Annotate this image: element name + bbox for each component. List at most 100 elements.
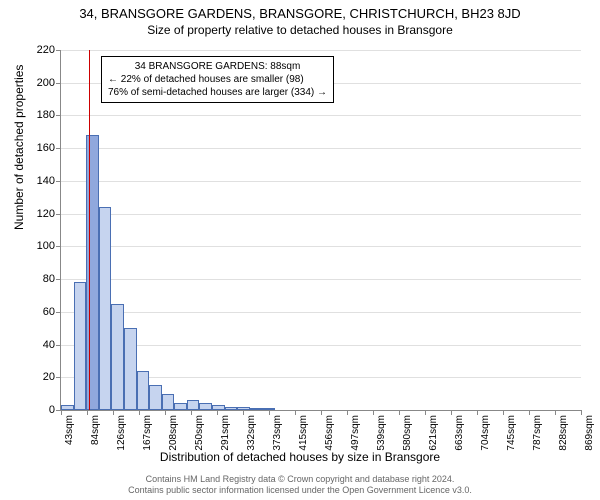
y-tick-label: 140 xyxy=(25,175,55,187)
y-tick-label: 20 xyxy=(25,371,55,383)
y-tick xyxy=(56,214,61,215)
histogram-bar xyxy=(212,405,225,410)
x-tick xyxy=(191,410,192,415)
x-tick-label: 208sqm xyxy=(168,415,179,451)
grid-line xyxy=(61,214,581,215)
x-tick-label: 580sqm xyxy=(402,415,413,451)
x-tick-label: 704sqm xyxy=(480,415,491,451)
x-tick xyxy=(321,410,322,415)
x-tick-label: 126sqm xyxy=(116,415,127,451)
y-tick-label: 0 xyxy=(25,404,55,416)
histogram-bar xyxy=(124,328,137,410)
x-tick-label: 787sqm xyxy=(532,415,543,451)
y-tick-label: 160 xyxy=(25,142,55,154)
x-tick xyxy=(399,410,400,415)
y-tick xyxy=(56,345,61,346)
y-tick xyxy=(56,148,61,149)
histogram-bar xyxy=(111,304,124,410)
footer: Contains HM Land Registry data © Crown c… xyxy=(0,474,600,496)
histogram-bar xyxy=(262,408,275,410)
y-tick xyxy=(56,312,61,313)
plot: 02040608010012014016018020022043sqm84sqm… xyxy=(60,50,581,411)
y-tick-label: 200 xyxy=(25,77,55,89)
x-tick xyxy=(555,410,556,415)
y-tick-label: 40 xyxy=(25,339,55,351)
x-tick xyxy=(87,410,88,415)
x-tick xyxy=(425,410,426,415)
histogram-bar xyxy=(250,408,263,410)
y-tick xyxy=(56,279,61,280)
y-tick xyxy=(56,377,61,378)
annotation-line: 34 BRANSGORE GARDENS: 88sqm xyxy=(108,60,327,73)
histogram-bar xyxy=(225,407,238,410)
x-tick-label: 663sqm xyxy=(454,415,465,451)
y-tick xyxy=(56,181,61,182)
histogram-bar xyxy=(199,403,212,410)
x-tick-label: 497sqm xyxy=(350,415,361,451)
x-tick xyxy=(295,410,296,415)
y-tick xyxy=(56,50,61,51)
footer-line2: Contains public sector information licen… xyxy=(0,485,600,496)
grid-line xyxy=(61,148,581,149)
annotation-line: ← 22% of detached houses are smaller (98… xyxy=(108,73,327,86)
histogram-bar xyxy=(99,207,112,410)
annotation-line: 76% of semi-detached houses are larger (… xyxy=(108,86,327,99)
x-tick xyxy=(477,410,478,415)
x-tick xyxy=(347,410,348,415)
chart-title: 34, BRANSGORE GARDENS, BRANSGORE, CHRIST… xyxy=(0,0,600,21)
chart-container: 34, BRANSGORE GARDENS, BRANSGORE, CHRIST… xyxy=(0,0,600,500)
y-tick-label: 220 xyxy=(25,44,55,56)
histogram-bar xyxy=(149,385,162,410)
histogram-bar xyxy=(162,394,175,410)
x-tick xyxy=(243,410,244,415)
y-tick-label: 100 xyxy=(25,240,55,252)
y-tick-label: 60 xyxy=(25,306,55,318)
x-tick xyxy=(503,410,504,415)
x-tick-label: 43sqm xyxy=(64,415,75,445)
histogram-bar xyxy=(237,407,250,410)
histogram-bar xyxy=(86,135,99,410)
x-tick xyxy=(451,410,452,415)
y-tick xyxy=(56,83,61,84)
x-tick-label: 745sqm xyxy=(506,415,517,451)
x-tick xyxy=(373,410,374,415)
grid-line xyxy=(61,115,581,116)
x-tick-label: 828sqm xyxy=(558,415,569,451)
histogram-bar xyxy=(61,405,74,410)
x-tick-label: 332sqm xyxy=(246,415,257,451)
x-tick-label: 456sqm xyxy=(324,415,335,451)
plot-area: 02040608010012014016018020022043sqm84sqm… xyxy=(60,50,580,410)
y-tick-label: 120 xyxy=(25,208,55,220)
histogram-bar xyxy=(174,403,187,410)
y-tick xyxy=(56,115,61,116)
x-tick xyxy=(61,410,62,415)
chart-subtitle: Size of property relative to detached ho… xyxy=(0,21,600,37)
grid-line xyxy=(61,246,581,247)
marker-line xyxy=(89,50,90,410)
x-tick-label: 167sqm xyxy=(142,415,153,451)
y-axis-label: Number of detached properties xyxy=(12,65,26,230)
x-tick xyxy=(139,410,140,415)
annotation-box: 34 BRANSGORE GARDENS: 88sqm← 22% of deta… xyxy=(101,56,334,103)
histogram-bar xyxy=(187,400,200,410)
x-tick-label: 869sqm xyxy=(584,415,595,451)
histogram-bar xyxy=(137,371,150,410)
histogram-bar xyxy=(74,282,87,410)
x-tick xyxy=(529,410,530,415)
y-tick-label: 80 xyxy=(25,273,55,285)
x-tick-label: 84sqm xyxy=(90,415,101,445)
x-axis-label: Distribution of detached houses by size … xyxy=(0,450,600,464)
x-tick xyxy=(217,410,218,415)
x-tick-label: 250sqm xyxy=(194,415,205,451)
footer-line1: Contains HM Land Registry data © Crown c… xyxy=(0,474,600,485)
x-tick xyxy=(269,410,270,415)
x-tick-label: 291sqm xyxy=(220,415,231,451)
y-tick-label: 180 xyxy=(25,109,55,121)
grid-line xyxy=(61,50,581,51)
x-tick xyxy=(113,410,114,415)
grid-line xyxy=(61,279,581,280)
x-tick xyxy=(165,410,166,415)
y-tick xyxy=(56,246,61,247)
x-tick-label: 539sqm xyxy=(376,415,387,451)
grid-line xyxy=(61,312,581,313)
